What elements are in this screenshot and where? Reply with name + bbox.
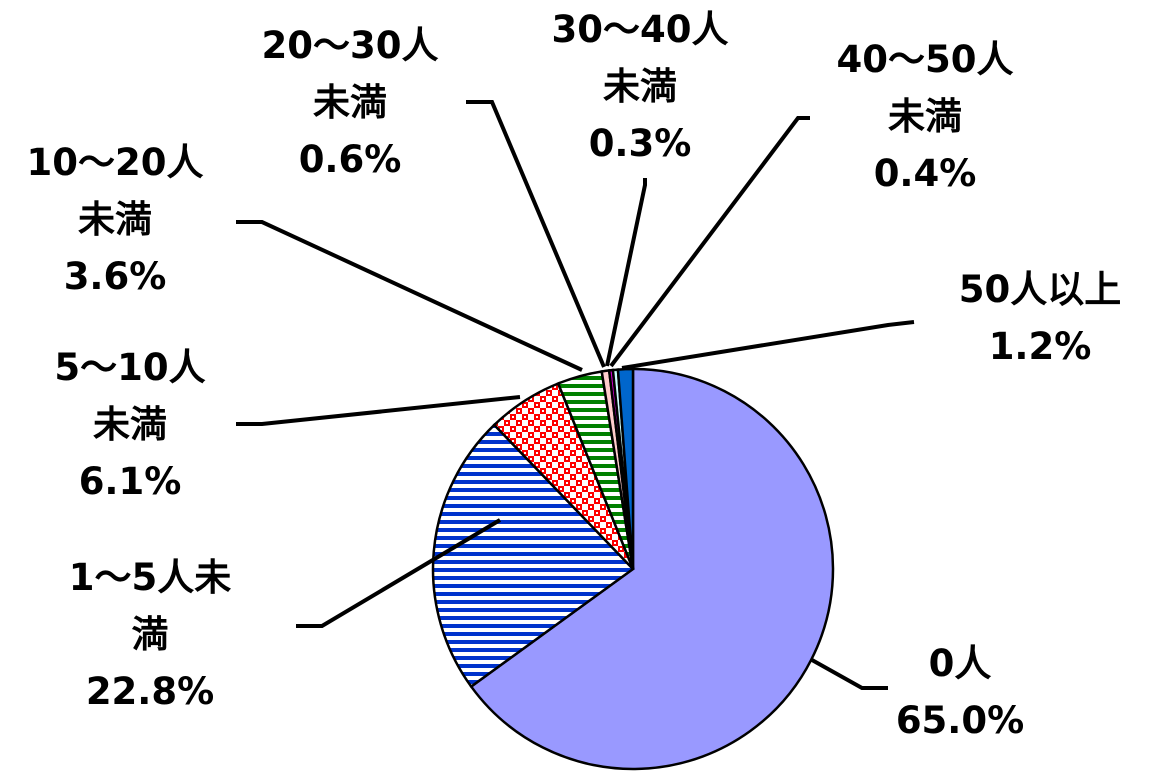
- leader-line: [296, 518, 502, 628]
- slice-value-label: 3.6%: [64, 255, 167, 298]
- slice-label: 20～30人未満 0.6%: [262, 24, 439, 181]
- slice-label: 5～10人未満 6.1%: [54, 346, 205, 503]
- slice-name-label: 5～10人: [54, 346, 205, 389]
- leader-lines: [236, 100, 915, 690]
- pie-slices: [431, 367, 835, 771]
- slice-name-label: 10～20人: [27, 141, 204, 184]
- slice-labels: 0人 65.0%1～5人未満 22.8%5～10人未満 6.1%10～20人未満 3.6…: [27, 8, 1122, 742]
- slice-name-label: 0人: [929, 642, 992, 685]
- leader-line: [811, 658, 888, 690]
- slice-label: 50人以上 1.2%: [959, 268, 1122, 368]
- slice-value-label: 6.1%: [79, 460, 182, 503]
- slice-value-label: 65.0%: [896, 699, 1024, 742]
- slice-name-label: 20～30人: [262, 24, 439, 67]
- slice-label: 10～20人未満 3.6%: [27, 141, 204, 298]
- leader-line: [609, 116, 810, 368]
- leader-line: [605, 178, 647, 367]
- slice-label: 30～40人未満 0.3%: [552, 8, 729, 165]
- pie-slice: [431, 423, 635, 689]
- slice-value-label: 1.2%: [989, 325, 1092, 368]
- slice-name-label: 1～5人未: [69, 556, 232, 599]
- slice-value-label: 0.4%: [874, 152, 977, 195]
- slice-label: 0人 65.0%: [896, 642, 1024, 742]
- slice-name-label: 未満: [888, 95, 962, 138]
- leader-line: [621, 320, 915, 370]
- slice-name-label: 40～50人: [837, 38, 1014, 81]
- slice-value-label: 0.6%: [299, 138, 402, 181]
- slice-name-label: 未満: [603, 65, 677, 108]
- slice-name-label: 未満: [78, 198, 152, 241]
- slice-name-label: 50人以上: [959, 268, 1122, 311]
- slice-label: 40～50人未満 0.4%: [837, 38, 1014, 195]
- leader-line: [236, 395, 521, 426]
- leader-line: [466, 100, 606, 368]
- slice-value-label: 22.8%: [86, 670, 214, 713]
- slice-name-label: 30～40人: [552, 8, 729, 51]
- pie-slice: [469, 367, 835, 771]
- leader-line: [236, 220, 583, 372]
- slice-value-label: 0.3%: [589, 122, 692, 165]
- slice-label: 1～5人未満 22.8%: [69, 556, 232, 713]
- slice-name-label: 未満: [93, 403, 167, 446]
- slice-name-label: 未満: [313, 81, 387, 124]
- slice-name-label: 満: [132, 613, 169, 656]
